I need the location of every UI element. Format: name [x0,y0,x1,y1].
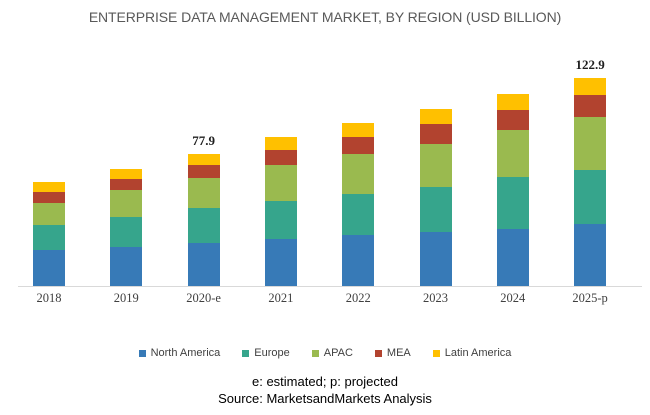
bar-segment-mea [496,110,529,131]
legend-item-europe: Europe [242,347,290,359]
x-axis-label-2025-p: 2025-p [572,291,608,305]
chart-title-text: ENTERPRISE DATA MANAGEMENT MARKET, BY RE… [88,9,562,25]
bar-value-label-2025-p: 122.9 [575,57,605,73]
bar-2019 [110,168,143,286]
bar-segment-latin-america [110,168,143,180]
legend-label-europe: Europe [254,347,290,359]
bar-segment-north-america [574,223,607,287]
bar-segment-apac [264,164,297,202]
legend-item-apac: APAC [311,347,353,359]
bar-segment-latin-america [33,182,65,193]
bar-segment-mea [110,179,143,191]
bar-segment-europe [264,201,297,239]
legend-swatch-latin-america [432,349,440,357]
bar-2023 [419,109,452,286]
bar-segment-apac [342,154,375,194]
x-axis-label-2019: 2019 [113,291,139,305]
bar-segment-north-america [496,228,529,286]
bar-2018 [33,182,65,287]
bar-segment-apac [187,178,220,208]
bar-segment-north-america [264,238,297,286]
legend-item-mea: MEA [374,347,411,359]
legend-label-north-america: North America [150,347,221,359]
legend-swatch-apac [311,349,319,357]
bar-2024 [496,94,529,286]
bar-2022 [342,123,375,286]
bar-segment-latin-america [187,154,220,165]
legend-swatch-north-america [138,349,146,357]
bar-segment-mea [264,149,297,165]
bar-segment-north-america [110,247,143,286]
bar-segment-apac [496,130,529,178]
legend-swatch-mea [374,349,382,357]
legend-swatch-europe [242,349,250,357]
bar-segment-latin-america [419,109,452,125]
legend: North America Europe APAC MEA Latin America [0,347,650,359]
bar-segment-europe [496,177,529,229]
bar-segment-apac [33,202,65,225]
bar-segment-latin-america [342,123,375,138]
bar-segment-north-america [187,242,220,286]
legend-item-latin-america: Latin America [432,347,512,359]
x-axis-label-2024: 2024 [500,291,526,305]
source-line: Source: MarketsandMarkets Analysis [218,391,432,406]
bar-segment-apac [419,143,452,187]
x-axis-label-2022: 2022 [345,291,371,305]
x-axis-line [18,286,642,287]
x-axis-label-2023: 2023 [423,291,448,305]
bar-segment-apac [574,117,607,170]
bar-segment-north-america [419,232,452,286]
x-axis-label-2021: 2021 [268,291,294,305]
bar-segment-europe [110,216,143,248]
x-axis-labels: 2018 2019 2020-e 2021 2022 2023 2024 2025-p [0,291,650,307]
bar-segment-north-america [342,234,375,286]
legend-item-north-america: North America [138,347,221,359]
bar-segment-mea [574,94,607,118]
bar-segment-europe [419,186,452,233]
bar-2021 [264,137,297,286]
footnote: e: estimated; p: projected [252,374,398,389]
legend-label-latin-america: Latin America [444,347,512,359]
bar-segment-mea [33,192,65,203]
bar-value-label-2020-e: 77.9 [192,133,215,149]
legend-label-mea: MEA [386,347,411,359]
bar-segment-europe [342,193,375,235]
page-title: ENTERPRISE DATA MANAGEMENT MARKET, BY RE… [0,8,650,27]
plot-area: 77.9 122.9 [33,57,607,287]
bar-segment-apac [110,190,143,217]
bar-segment-north-america [33,250,65,287]
bar-segment-mea [342,137,375,154]
bar-segment-latin-america [574,78,607,95]
bar-segment-mea [187,164,220,179]
legend-label-apac: APAC [323,347,353,359]
bar-2025-p [574,78,607,287]
bar-segment-europe [574,169,607,224]
bar-segment-latin-america [264,137,297,150]
bar-segment-mea [419,124,452,144]
x-axis-label-2018: 2018 [36,291,62,305]
bar-segment-europe [187,207,220,243]
x-axis-label-2020-e: 2020-e [186,291,221,305]
bar-segment-latin-america [496,94,529,111]
bar-segment-europe [33,224,65,251]
bar-2020-e [187,154,220,286]
